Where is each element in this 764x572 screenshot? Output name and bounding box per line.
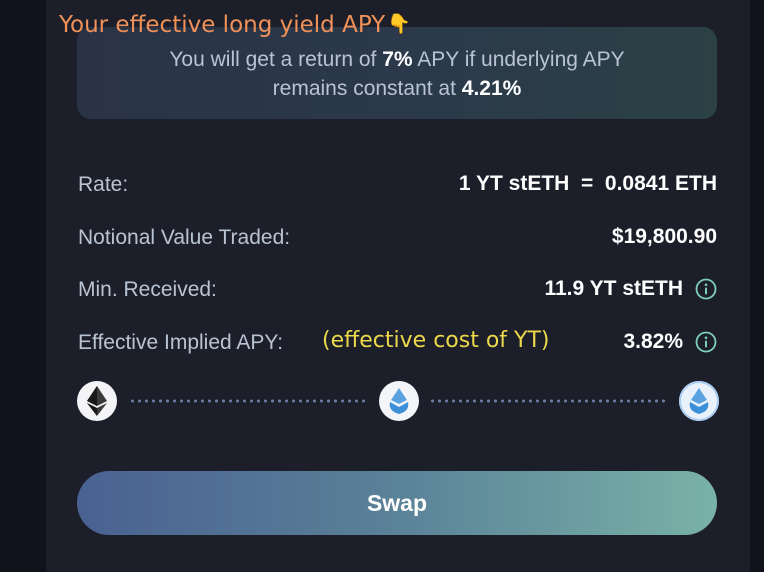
notional-value-row: Notional Value Traded: $19,800.90 bbox=[78, 224, 718, 254]
min-received-value: 11.9 YT stETH bbox=[544, 277, 717, 301]
min-received-row: Min. Received: 11.9 YT stETH bbox=[78, 276, 718, 306]
implied-apy-value: 3.82% bbox=[623, 330, 717, 354]
info-icon[interactable] bbox=[695, 331, 717, 353]
info-icon[interactable] bbox=[695, 278, 717, 300]
underlying-apy: 4.21% bbox=[461, 77, 522, 100]
annotation-long-yield: Your effective long yield APY 👇 bbox=[59, 12, 411, 38]
notional-value-value: $19,800.90 bbox=[611, 225, 717, 248]
swap-button[interactable]: Swap bbox=[77, 471, 717, 535]
swap-route bbox=[77, 381, 719, 421]
rate-row: Rate: 1 YT stETH = 0.0841 ETH bbox=[78, 171, 718, 201]
route-connector bbox=[429, 399, 667, 403]
route-connector bbox=[129, 399, 365, 403]
pointing-down-icon: 👇 bbox=[387, 13, 411, 35]
ethereum-icon bbox=[77, 381, 117, 421]
yield-info-line-2: remains constant at 4.21% bbox=[272, 77, 522, 100]
yield-info-box: You will get a return of 7% APY if under… bbox=[77, 27, 717, 119]
implied-apy-label: Effective Implied APY: bbox=[78, 331, 284, 354]
lido-steth-icon bbox=[379, 381, 419, 421]
min-received-label: Min. Received: bbox=[78, 278, 217, 301]
rate-value: 1 YT stETH = 0.0841 ETH bbox=[458, 172, 717, 195]
long-yield-apy: 7% bbox=[382, 48, 413, 71]
notional-value-label: Notional Value Traded: bbox=[78, 226, 291, 249]
page-background-left bbox=[0, 0, 46, 572]
yt-steth-icon bbox=[679, 381, 719, 421]
yield-info-line-1: You will get a return of 7% APY if under… bbox=[169, 48, 625, 71]
rate-label: Rate: bbox=[78, 173, 129, 196]
implied-apy-row: Effective Implied APY: (effective cost o… bbox=[78, 328, 718, 359]
annotation-effective-cost: (effective cost of YT) bbox=[322, 328, 550, 353]
